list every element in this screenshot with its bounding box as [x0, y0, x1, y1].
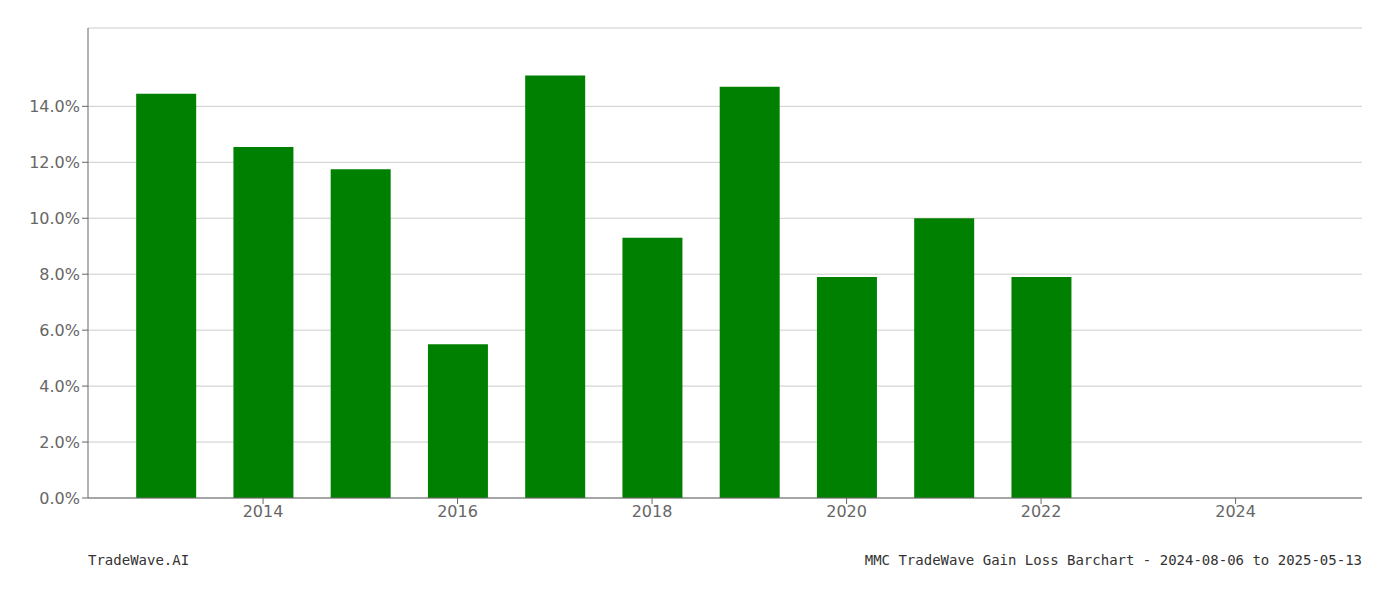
- svg-text:12.0%: 12.0%: [29, 153, 80, 172]
- svg-text:2024: 2024: [1215, 502, 1256, 521]
- svg-text:10.0%: 10.0%: [29, 209, 80, 228]
- svg-text:6.0%: 6.0%: [39, 321, 80, 340]
- svg-text:14.0%: 14.0%: [29, 97, 80, 116]
- svg-text:2014: 2014: [243, 502, 284, 521]
- svg-text:8.0%: 8.0%: [39, 265, 80, 284]
- svg-text:2020: 2020: [826, 502, 867, 521]
- html-text:MMC TradeWave Gain Loss Barcha: MMC TradeWave Gain Loss Barchart - 2024-…: [864, 552, 1362, 568]
- svg-text:4.0%: 4.0%: [39, 377, 80, 396]
- svg-text:2016: 2016: [437, 502, 478, 521]
- svg-text:2.0%: 2.0%: [39, 433, 80, 452]
- svg-text:0.0%: 0.0%: [39, 489, 80, 508]
- svg-text:2018: 2018: [632, 502, 673, 521]
- svg-text:2022: 2022: [1021, 502, 1062, 521]
- html-text:TradeWave.AI: TradeWave.AI: [88, 552, 190, 568]
